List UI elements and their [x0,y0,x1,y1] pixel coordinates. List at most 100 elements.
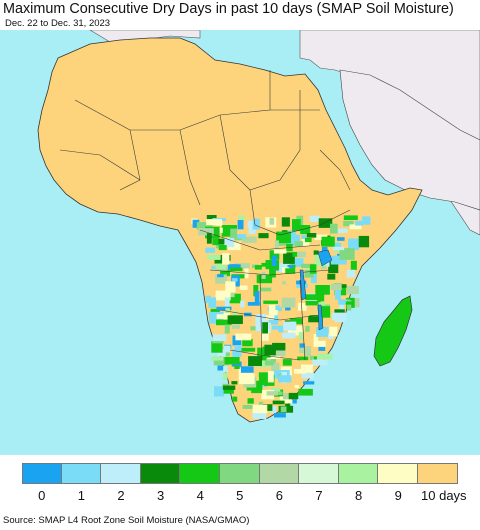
moisture-patch [330,223,338,234]
moisture-patch [346,269,356,278]
moisture-patch [224,324,230,334]
lake-tanganyika [299,269,307,301]
moisture-patch [313,250,319,255]
moisture-patch [312,356,317,362]
moisture-patch [283,252,295,264]
moisture-patch [347,285,359,295]
moisture-patch [312,359,328,366]
moisture-patch [309,355,314,361]
moisture-patch [234,345,242,357]
legend-label-5: 5 [236,488,244,503]
moisture-patch [218,245,227,251]
moisture-patch [225,281,236,293]
moisture-patch [237,219,244,230]
moisture-patch [237,234,246,239]
moisture-patch [292,397,297,404]
moisture-patch [286,234,300,247]
legend-label-9: 9 [394,488,402,503]
moisture-patch [252,410,267,419]
moisture-patch [305,238,312,243]
moisture-patch [216,306,232,311]
africa-map [0,30,480,455]
moisture-patch [271,255,277,266]
legend-bar [22,463,458,484]
moisture-patch [301,373,314,379]
map-panel [0,30,480,455]
moisture-patch [274,240,279,251]
moisture-patch [272,400,285,405]
legend-label-6: 6 [275,488,284,503]
moisture-patch [224,297,230,307]
moisture-patch [334,314,346,323]
moisture-patch [205,247,216,253]
moisture-patch [222,253,230,265]
moisture-patch [217,348,226,357]
moisture-patch [299,343,305,348]
moisture-patch [232,335,242,346]
moisture-patch [305,294,319,300]
moisture-patch [211,341,223,353]
moisture-patch [223,365,228,372]
moisture-patch [253,285,259,297]
moisture-patch [275,305,280,310]
country-borders [59,70,351,361]
moisture-patch [243,373,255,384]
moisture-patch [335,287,341,300]
moisture-patch [343,215,358,220]
moisture-patch [227,264,237,270]
moisture-patch [281,217,290,227]
moisture-patch [294,369,306,374]
moisture-patch [288,392,299,400]
moisture-patch [274,413,286,418]
moisture-patch [300,225,311,235]
moisture-patch [212,238,219,246]
source-note: Source: SMAP L4 Root Zone Soil Moisture … [3,515,250,526]
legend-label-3: 3 [156,488,165,503]
moisture-patch [292,251,307,258]
moisture-patch [281,281,287,285]
moisture-patch [235,333,252,341]
moisture-patch [276,231,291,244]
moisture-patch [230,293,235,298]
moisture-patch [232,278,238,282]
moisture-patch [267,355,281,359]
moisture-patch [332,246,345,251]
moisture-patch [269,267,276,278]
moisture-patch [279,396,292,404]
moisture-patch [261,262,271,267]
lake-victoria [317,249,333,267]
moisture-patch [337,237,345,241]
moisture-patch [216,314,224,319]
moisture-patch [222,385,236,390]
moisture-patch [215,274,227,284]
moisture-patch [303,381,315,385]
moisture-patch [292,258,304,267]
legend-swatch-6 [259,463,300,484]
moisture-patch [192,219,200,228]
moisture-patch [240,347,256,352]
moisture-patch [231,324,240,329]
moisture-patch [321,236,335,247]
moisture-patch [339,303,345,315]
moisture-patch [283,321,297,331]
moisture-patch [273,249,287,254]
moisture-patch [263,300,278,304]
moisture-patch [256,274,273,284]
moisture-patch [259,287,272,292]
moisture-patch [315,285,330,295]
moisture-patch [294,384,300,389]
moisture-patch [299,347,305,354]
moisture-patch [298,302,307,311]
moisture-patch [271,387,281,392]
moisture-patch [264,344,276,356]
moisture-patch [225,308,230,313]
moisture-patch [355,220,364,226]
moisture-patch [317,353,333,360]
moisture-patch [264,360,274,366]
moisture-patch [298,332,304,340]
moisture-patch [285,268,296,274]
moisture-patch [254,291,260,302]
moisture-patch [217,365,224,371]
moisture-patch [327,273,336,280]
moisture-patch [269,217,274,225]
